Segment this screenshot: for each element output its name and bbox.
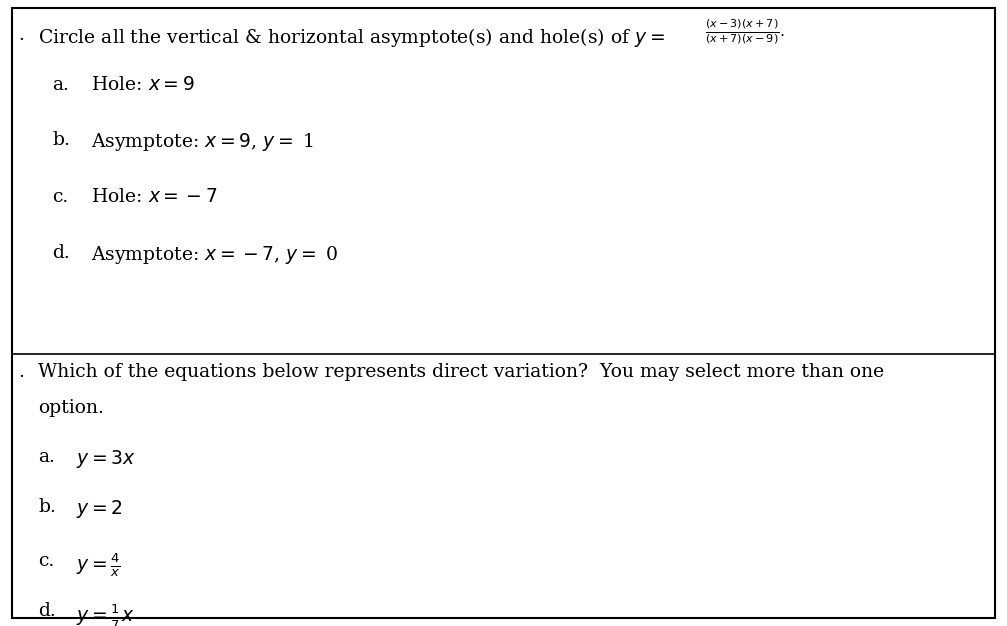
Text: option.: option. (38, 399, 104, 418)
Text: b.: b. (38, 498, 56, 516)
Text: a.: a. (38, 448, 55, 466)
Text: d.: d. (38, 602, 56, 620)
Text: Asymptote: $x = -7$, $y =$ 0: Asymptote: $x = -7$, $y =$ 0 (91, 244, 337, 266)
Text: $y = 3x$: $y = 3x$ (76, 448, 135, 470)
Text: b.: b. (52, 131, 70, 150)
Text: Hole: $x = 9$: Hole: $x = 9$ (91, 76, 194, 95)
Text: Which of the equations below represents direct variation?  You may select more t: Which of the equations below represents … (38, 363, 884, 381)
Text: a.: a. (52, 76, 69, 95)
Text: .: . (18, 363, 24, 381)
Text: Asymptote: $x = 9$, $y =$ 1: Asymptote: $x = 9$, $y =$ 1 (91, 131, 313, 153)
Text: $\frac{(x-3)(x+7)}{(x+7)(x-9)}.$: $\frac{(x-3)(x+7)}{(x+7)(x-9)}.$ (705, 18, 784, 46)
Text: c.: c. (38, 552, 54, 570)
Text: $y = \frac{4}{x}$: $y = \frac{4}{x}$ (76, 552, 121, 580)
Text: Hole: $x = -7$: Hole: $x = -7$ (91, 188, 218, 206)
Text: $y = 2$: $y = 2$ (76, 498, 122, 520)
Text: $y = \frac{1}{7}x$: $y = \frac{1}{7}x$ (76, 602, 134, 626)
Text: Circle all the vertical & horizontal asymptote(s) and hole(s) of $y=$: Circle all the vertical & horizontal asy… (38, 26, 665, 49)
Text: .: . (18, 26, 24, 44)
Text: c.: c. (52, 188, 68, 206)
Text: d.: d. (52, 244, 70, 262)
